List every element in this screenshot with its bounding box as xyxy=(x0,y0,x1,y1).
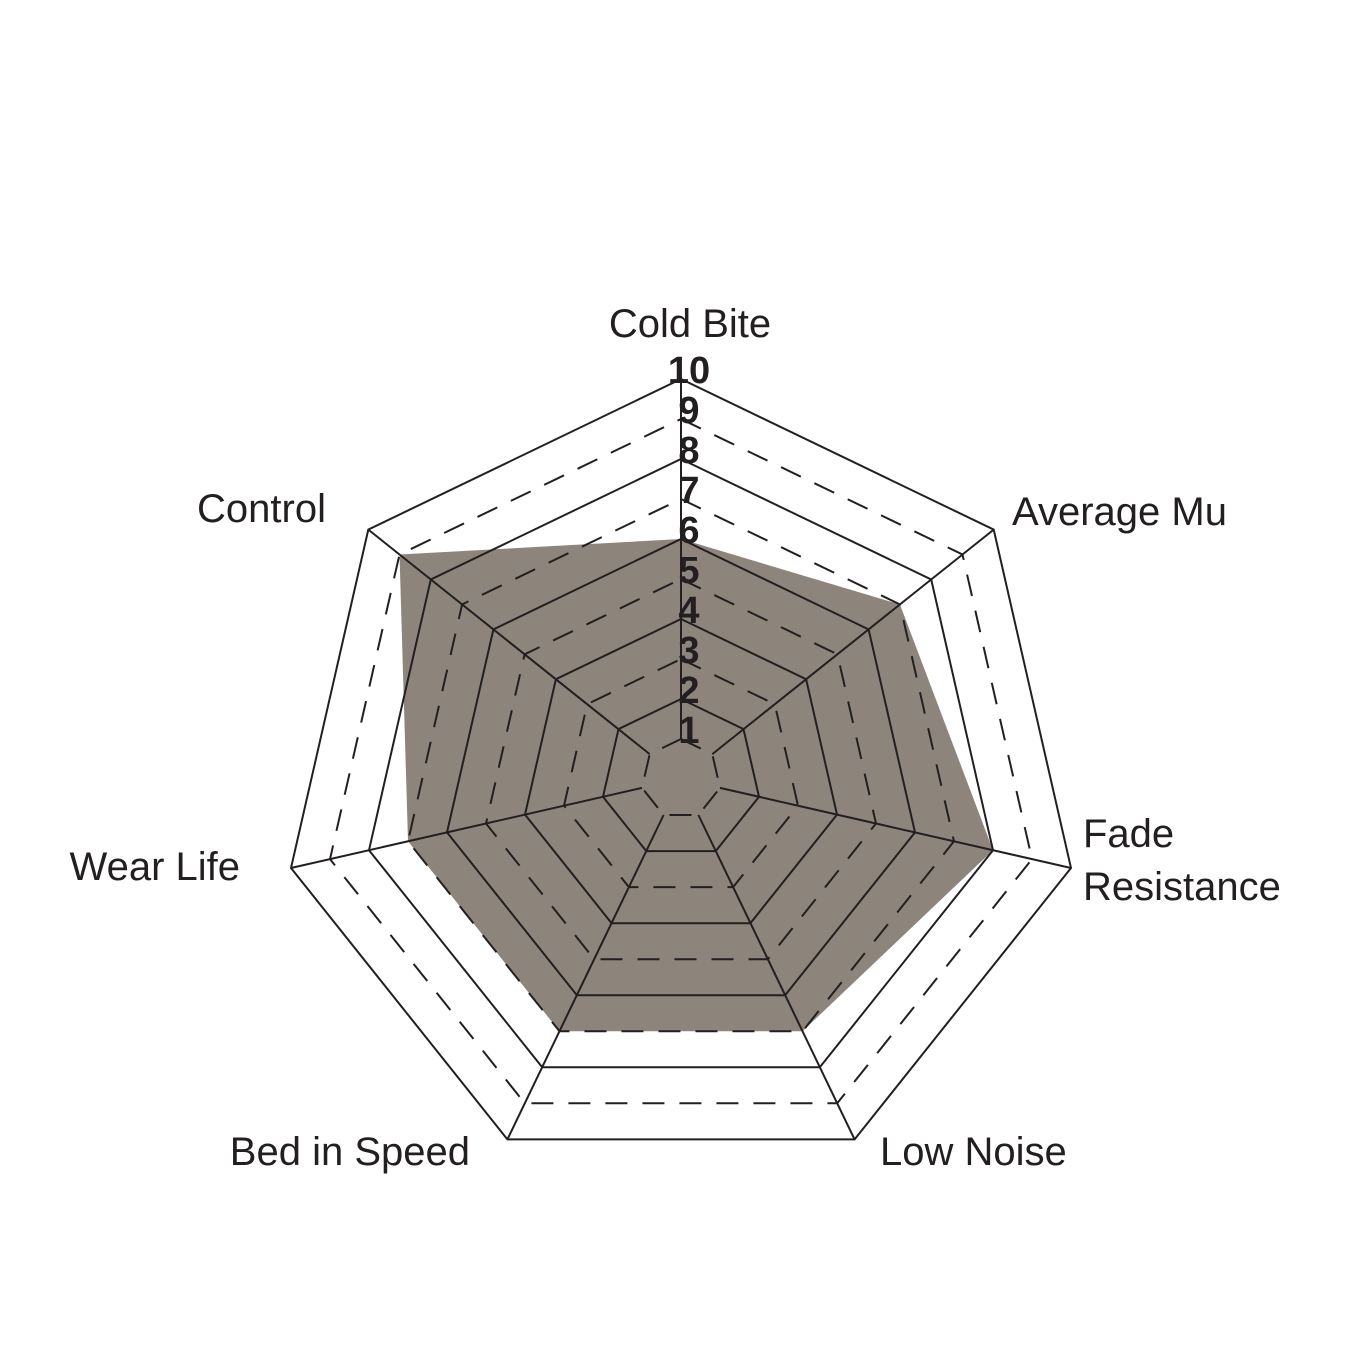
data-polygon xyxy=(399,539,993,1032)
axis-label-wear-life: Wear Life xyxy=(70,845,240,889)
grid-ring-5 xyxy=(484,577,878,961)
grid-ring-8 xyxy=(367,457,995,1069)
grid-ring-6 xyxy=(445,537,917,997)
tick-label-4: 4 xyxy=(678,590,699,632)
grid-ring-7 xyxy=(406,497,956,1033)
tick-label-1: 1 xyxy=(678,710,699,752)
axis-label-bed-in-speed: Bed in Speed xyxy=(230,1130,470,1174)
tick-label-2: 2 xyxy=(678,670,699,712)
grid-ring-2 xyxy=(601,697,761,853)
axis-label-control: Control xyxy=(197,487,326,531)
axis-label-fade-resistance-line-1: Fade xyxy=(1083,812,1174,856)
grid-ring-3 xyxy=(562,657,800,889)
axis-spoke-low-noise xyxy=(697,814,856,1140)
axis-label-fade-resistance-line-2: Resistance xyxy=(1083,865,1281,909)
grid-ring-10 xyxy=(289,377,1073,1141)
tick-label-3: 3 xyxy=(678,630,699,672)
axis-label-average-mu: Average Mu xyxy=(1012,490,1227,534)
axis-spoke-bed-in-speed xyxy=(506,814,665,1140)
grid-ring-1 xyxy=(640,737,722,816)
axis-label-cold-bite: Cold Bite xyxy=(609,302,771,346)
grid-ring-4 xyxy=(523,617,839,925)
tick-label-5: 5 xyxy=(678,550,699,592)
axis-spoke-fade-resistance xyxy=(719,786,1072,869)
tick-label-10: 10 xyxy=(668,350,710,392)
axis-label-low-noise: Low Noise xyxy=(880,1130,1067,1174)
tick-label-9: 9 xyxy=(678,390,699,432)
tick-label-6: 6 xyxy=(678,510,699,552)
axis-spoke-wear-life xyxy=(290,786,643,869)
axis-spoke-average-mu xyxy=(711,528,995,755)
tick-label-7: 7 xyxy=(678,470,699,512)
grid-ring-9 xyxy=(328,417,1034,1105)
axis-spoke-control xyxy=(367,528,651,755)
tick-label-8: 8 xyxy=(678,430,699,472)
